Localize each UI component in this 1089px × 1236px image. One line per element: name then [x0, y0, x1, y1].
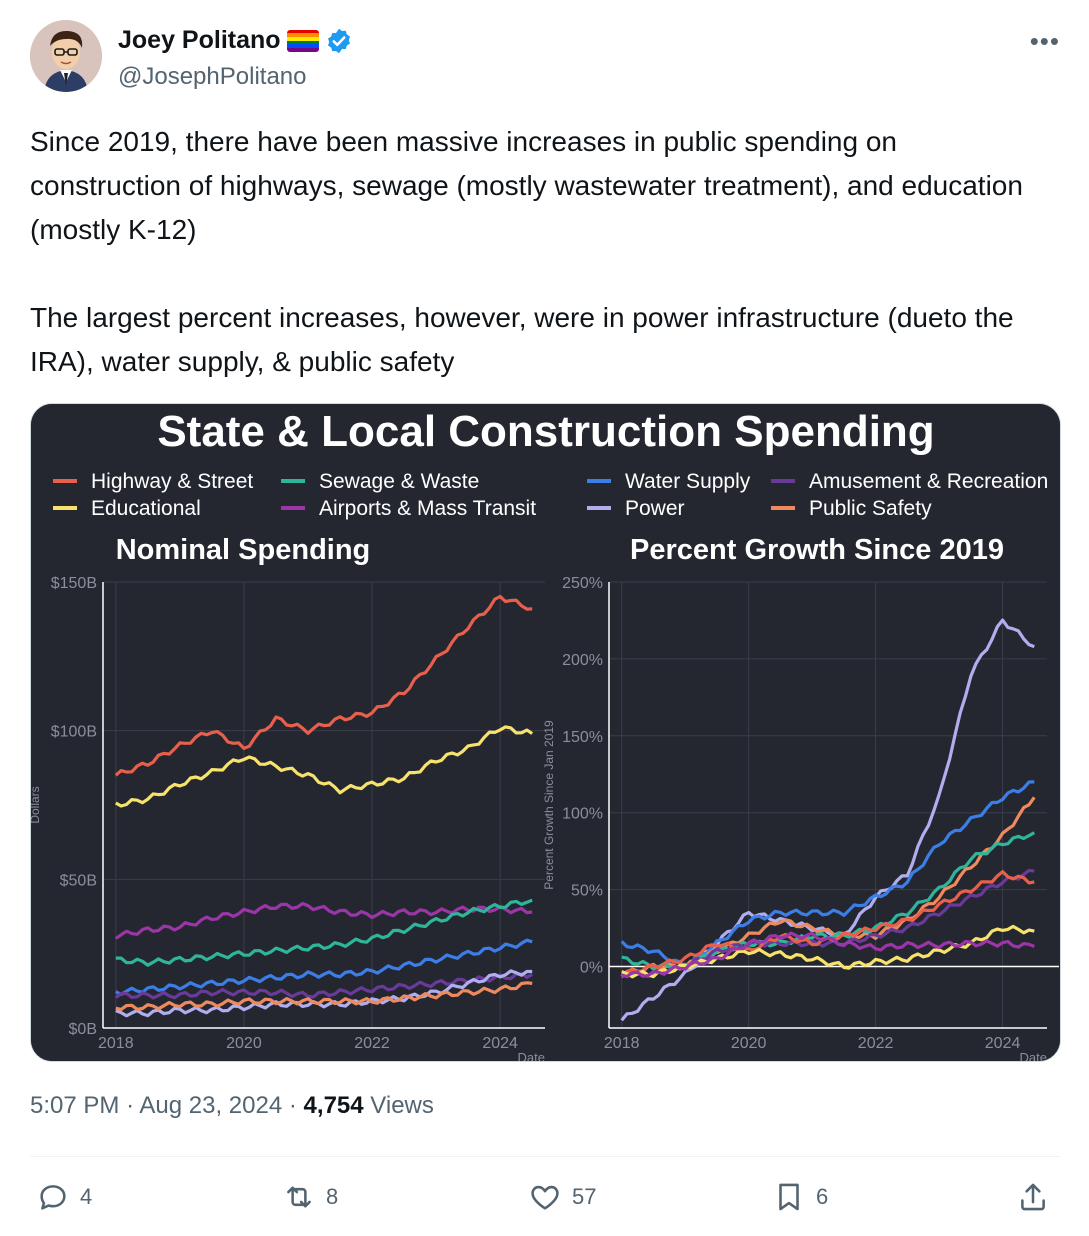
chart-legend: Highway & Street Educational Sewage & Wast… — [53, 470, 1048, 520]
legend-label: Public Safety — [809, 497, 932, 520]
y-tick-label: 100% — [562, 806, 603, 823]
display-name[interactable]: Joey Politano — [118, 26, 281, 54]
reply-count: 4 — [80, 1184, 93, 1209]
y-axis-label: Dollars — [31, 786, 42, 823]
right-panel-title: Percent Growth Since 2019 — [630, 534, 1004, 566]
y-tick-label: $0B — [69, 1021, 97, 1038]
divider — [30, 1156, 1060, 1157]
tweet-date[interactable]: Aug 23, 2024 — [139, 1092, 283, 1119]
legend-label: Water Supply — [625, 470, 751, 493]
y-tick-label: $150B — [51, 575, 97, 592]
avatar[interactable] — [30, 20, 102, 92]
x-axis-label: Date — [1020, 1050, 1047, 1062]
like-count: 57 — [572, 1184, 597, 1209]
x-tick-label: 2018 — [98, 1035, 134, 1052]
legend-label: Sewage & Waste — [319, 470, 479, 493]
legend-label: Amusement & Recreation — [809, 470, 1048, 493]
repost-count: 8 — [326, 1184, 339, 1209]
series-line-highway — [114, 594, 533, 777]
share-icon — [1021, 1183, 1045, 1211]
tweet-paragraph-1: Since 2019, there have been massive incr… — [30, 126, 1023, 245]
x-axis-label: Date — [518, 1050, 545, 1062]
reply-icon — [40, 1185, 66, 1210]
tweet-paragraph-2: The largest percent increases, however, … — [30, 302, 1014, 377]
legend-label: Highway & Street — [91, 470, 253, 493]
tweet-media-chart[interactable]: State & Local Construction Spending High… — [30, 403, 1061, 1062]
name-row: Joey Politano — [118, 26, 353, 55]
x-tick-label: 2022 — [354, 1035, 390, 1052]
legend-label: Educational — [91, 497, 201, 520]
x-tick-label: 2020 — [731, 1035, 767, 1052]
bookmark-count: 6 — [816, 1184, 829, 1209]
percent-growth-panel: 0% 50% 100% 150% 200% 250% 2018 2020 2022 2024Dat… — [542, 575, 1059, 1062]
left-panel-title: Nominal Spending — [116, 534, 371, 566]
share-button[interactable] — [1016, 1180, 1050, 1214]
bookmark-icon — [779, 1183, 799, 1211]
chart-canvas: State & Local Construction Spending High… — [31, 404, 1060, 1062]
bookmark-button[interactable]: 6 — [772, 1180, 828, 1214]
series-line-water — [115, 938, 533, 997]
tweet-meta: 5:07 PM · Aug 23, 2024 · 4,754 Views — [30, 1092, 434, 1119]
rainbow-flag-icon — [286, 29, 319, 52]
y-tick-label: 200% — [562, 652, 603, 669]
y-tick-label: 150% — [562, 729, 603, 746]
x-tick-label: 2024 — [985, 1035, 1021, 1052]
chart-title: State & Local Construction Spending — [157, 407, 934, 456]
x-tick-label: 2020 — [226, 1035, 262, 1052]
legend-label: Airports & Mass Transit — [319, 497, 536, 520]
series-line-educational — [621, 924, 1035, 979]
x-tick-label: 2024 — [482, 1035, 518, 1052]
y-tick-label: $100B — [51, 724, 97, 741]
tweet-time[interactable]: 5:07 PM — [30, 1092, 120, 1119]
series-line-power — [115, 969, 533, 1018]
like-button[interactable]: 57 — [528, 1180, 596, 1214]
verified-badge-icon — [327, 28, 350, 53]
views-count: 4,754 — [303, 1092, 364, 1119]
series-line-safety — [620, 796, 1036, 979]
y-tick-label: $50B — [60, 872, 97, 889]
repost-button[interactable]: 8 — [282, 1180, 338, 1214]
y-axis-label: Percent Growth Since Jan 2019 — [542, 720, 556, 890]
series-line-educational — [115, 725, 534, 808]
tweet-header: Joey Politano @JosephPolitano ••• — [30, 20, 1060, 94]
x-tick-label: 2022 — [858, 1035, 894, 1052]
tweet-text: Since 2019, there have been massive incr… — [30, 120, 1050, 384]
y-tick-label: 50% — [571, 883, 603, 900]
y-tick-label: 250% — [562, 575, 603, 592]
y-tick-label: 0% — [580, 959, 603, 976]
heart-icon — [531, 1185, 559, 1210]
user-handle[interactable]: @JosephPolitano — [118, 63, 307, 90]
repost-icon — [287, 1186, 311, 1208]
series-line-safety — [115, 981, 533, 1012]
series-line-amusement — [114, 972, 533, 1000]
reply-button[interactable]: 4 — [36, 1180, 92, 1214]
x-tick-label: 2018 — [604, 1035, 640, 1052]
legend-label: Power — [625, 497, 685, 520]
action-bar: 4 8 57 6 — [30, 1180, 1060, 1224]
series-line-sewage — [115, 898, 533, 967]
series-line-airports — [114, 901, 533, 940]
series-line-airports — [621, 931, 1035, 979]
more-options-icon[interactable]: ••• — [1029, 26, 1060, 56]
views-label: Views — [370, 1092, 434, 1119]
